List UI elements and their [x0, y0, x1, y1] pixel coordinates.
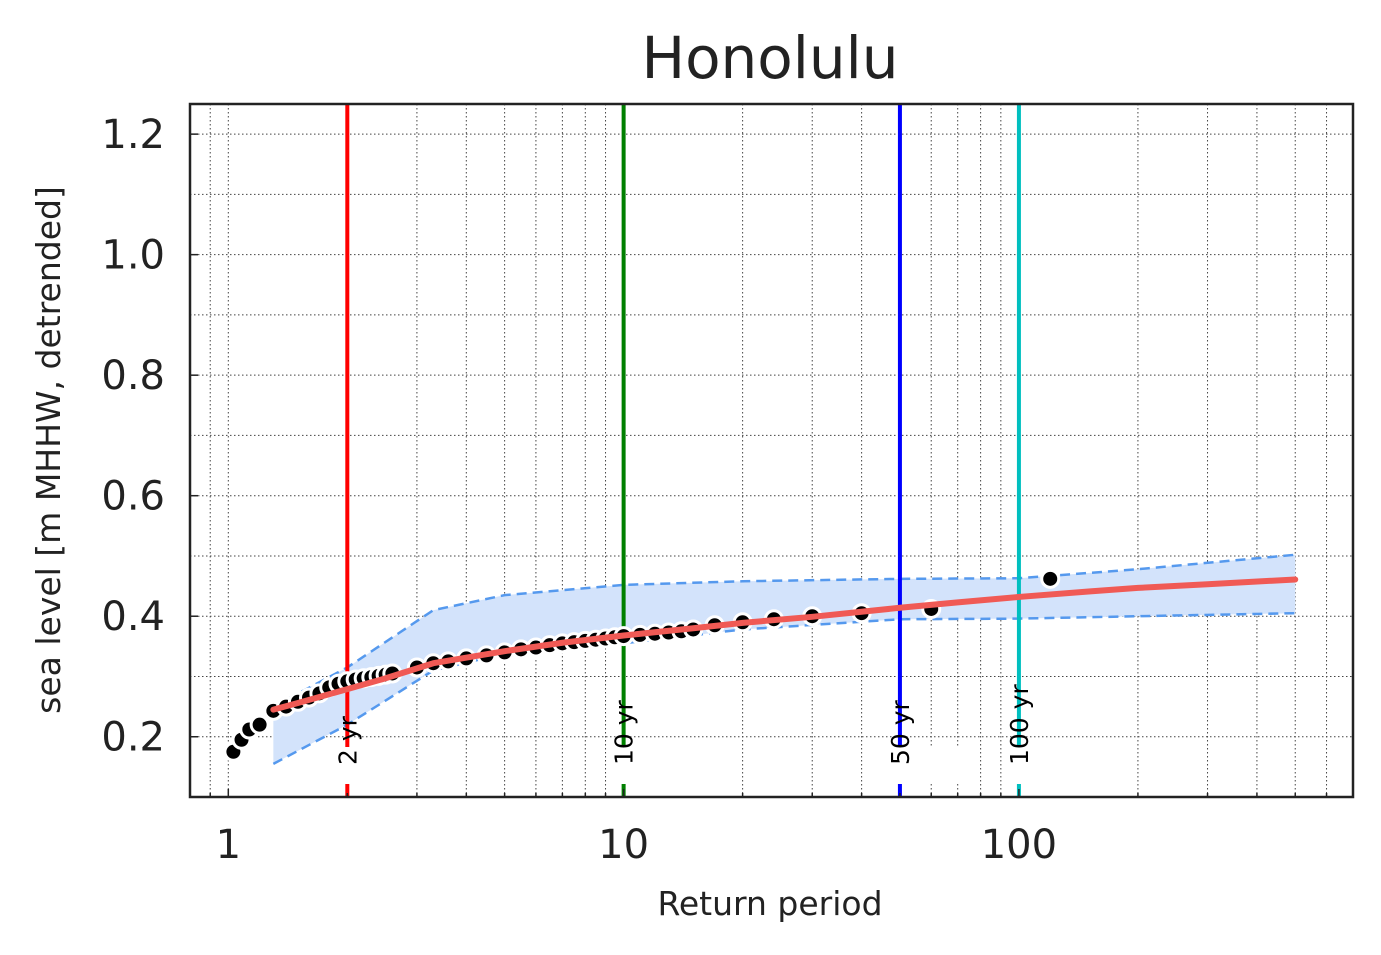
plot-area: 2 yr 10 yr 50 yr 100 yr [189, 104, 1354, 798]
x-tick-label: 100 [981, 822, 1057, 868]
observation-point [1040, 568, 1061, 589]
y-tick-label: 1.0 [101, 233, 165, 279]
return-level-label-bg [1014, 747, 1105, 784]
y-tick-label: 0.4 [101, 594, 165, 640]
return-level-label-bg [619, 747, 694, 784]
y-tick-label: 0.2 [101, 715, 165, 761]
return-level-label: 2 yr [333, 715, 362, 765]
return-level-label: 10 yr [610, 699, 639, 765]
confidence-upper-line [272, 553, 1296, 708]
x-axis-label: Return period [657, 884, 882, 923]
y-tick-label: 1.2 [101, 112, 165, 158]
return-level-label-bg [895, 747, 970, 784]
y-axis-label: sea level [m MHHW, detrended] [29, 186, 68, 714]
fit-curve [270, 576, 1299, 713]
axis-ticks: 1 10 100 0.2 0.4 0.6 0.8 1.0 1.2 [101, 112, 1354, 868]
x-tick-label: 10 [598, 822, 649, 868]
x-tick-label: 1 [216, 822, 241, 868]
return-level-label: 100 yr [1005, 684, 1034, 765]
y-tick-label: 0.8 [101, 353, 165, 399]
return-level-label: 50 yr [886, 699, 915, 765]
return-level-label-bg [343, 747, 401, 784]
plot-frame [188, 102, 1355, 799]
observation-point [249, 714, 270, 735]
confidence-band [273, 554, 1296, 764]
y-tick-label: 0.6 [101, 474, 165, 520]
chart-title: Honolulu [641, 24, 898, 92]
